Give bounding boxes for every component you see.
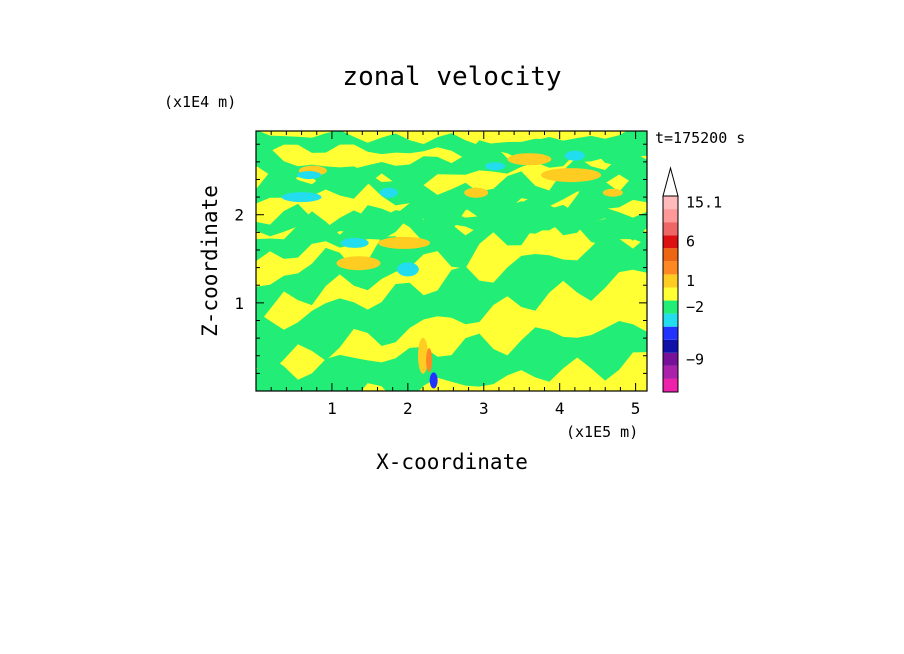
x-tick-label: 2	[403, 399, 413, 418]
positive-anomaly	[541, 168, 602, 183]
colorbar: 15.1 6 1 −2 −9	[662, 166, 722, 393]
y-axis-label: Z-coordinate	[198, 185, 222, 337]
colorbar-swatch	[663, 352, 678, 366]
colorbar-swatch	[663, 235, 678, 249]
positive-anomaly	[418, 337, 429, 374]
colorbar-swatch	[663, 378, 678, 392]
colorbar-swatch	[663, 222, 678, 236]
colorbar-label: −9	[686, 350, 704, 368]
chart-title: zonal velocity	[342, 62, 561, 92]
negative-anomaly	[396, 262, 419, 277]
colorbar-label: 6	[686, 233, 695, 251]
colorbar-label: −2	[686, 298, 704, 316]
colorbar-swatch	[663, 365, 678, 379]
colorbar-swatch	[663, 300, 678, 314]
x-unit-label: (x1E5 m)	[566, 423, 638, 441]
colorbar-swatch	[663, 209, 678, 223]
contour-band	[256, 144, 647, 246]
positive-anomaly	[336, 256, 381, 271]
negative-anomaly	[281, 192, 322, 203]
negative-anomaly	[564, 150, 585, 161]
time-label: t=175200 s	[655, 129, 745, 147]
z-unit-label: (x1E4 m)	[164, 93, 236, 111]
x-axis-label: X-coordinate	[376, 450, 528, 474]
contour-plot-area: 1 2 3 4 5 1 2	[234, 130, 648, 418]
contour-band	[256, 233, 647, 373]
y-tick-label: 2	[234, 206, 244, 225]
contour-band	[256, 152, 647, 262]
positive-anomaly	[464, 187, 489, 198]
y-tick-label: 1	[234, 294, 244, 313]
colorbar-label: 15.1	[686, 194, 722, 212]
positive-anomaly	[602, 188, 623, 197]
colorbar-extension	[662, 166, 679, 197]
colorbar-label: 1	[686, 272, 695, 290]
x-tick-label: 3	[479, 399, 489, 418]
colorbar-swatch	[663, 196, 678, 210]
negative-anomaly	[340, 237, 369, 248]
colorbar-swatch	[663, 287, 678, 301]
positive-anomaly	[378, 236, 431, 249]
colorbar-frame	[662, 195, 679, 393]
plot-frame	[255, 130, 648, 392]
colorbar-swatch	[663, 248, 678, 262]
x-tick-label: 5	[631, 399, 641, 418]
colorbar-swatch	[663, 339, 678, 353]
contour-band	[256, 131, 647, 163]
strong-negative-anomaly	[429, 372, 438, 389]
positive-anomaly	[507, 153, 552, 166]
colorbar-swatch	[663, 261, 678, 275]
contour-band	[256, 321, 647, 391]
contour-band	[256, 162, 647, 327]
negative-anomaly	[379, 187, 398, 198]
x-tick-label: 1	[327, 399, 337, 418]
colorbar-swatch	[663, 313, 678, 327]
negative-anomaly	[485, 162, 506, 171]
colorbar-swatch	[663, 326, 678, 340]
x-tick-label: 4	[555, 399, 565, 418]
colorbar-swatch	[663, 274, 678, 288]
strong-positive-anomaly	[426, 348, 433, 373]
negative-anomaly	[297, 171, 322, 180]
